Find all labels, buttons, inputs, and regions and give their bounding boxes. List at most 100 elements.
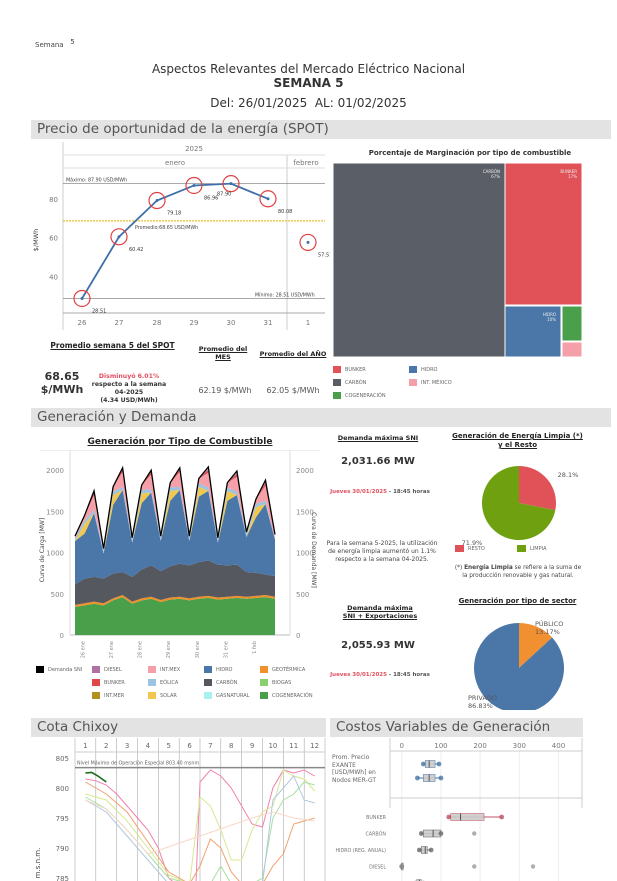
extreme-point (416, 847, 422, 853)
legend-swatch (204, 692, 212, 699)
level-series (85, 769, 315, 881)
slice-label: 28.1% (558, 471, 579, 479)
reference-label: Mínimo: 28.51 USD/MWh (255, 291, 315, 298)
clean-definition: (*) Energía Limpia se refiere a la suma … (452, 565, 584, 580)
legend-label: INT. MÉXICO (421, 379, 452, 386)
legend-label: HIDRO (216, 666, 233, 673)
section-spot: Precio de oportunidad de la energía (SPO… (31, 120, 611, 139)
week-avg-value: 68.65 $/MWh (38, 370, 86, 396)
y-tick: 2000 (46, 467, 64, 475)
legend-label: CARBÓN (345, 379, 367, 386)
x-tick: 1 (306, 319, 310, 327)
data-label: 87.90 (217, 192, 231, 198)
cell-value: 10% (547, 317, 556, 322)
legend-label: INT.MEX (160, 666, 181, 673)
demand-exp-value: 2,055.93 MW (341, 640, 415, 651)
report-title: Aspectos Relevantes del Mercado Eléctric… (151, 62, 466, 76)
level-series (85, 781, 315, 881)
legend-swatch (455, 545, 464, 552)
legend-swatch (409, 379, 417, 386)
y-tick: 790 (56, 845, 69, 853)
week-indicator: Semana 5 (35, 38, 75, 49)
value: 68.65 (44, 370, 80, 383)
legend-item: HIDRO (204, 666, 233, 673)
area-geotrmica (75, 595, 275, 607)
clean-title: Generación de Energía Limpia (*) y el Re… (452, 432, 583, 449)
y-tick-right: 0 (296, 632, 300, 640)
x-tick: 10 (268, 742, 277, 750)
legend-item: GASNATURAL (204, 692, 249, 699)
extreme-point (446, 814, 452, 820)
legend-swatch (409, 366, 417, 373)
time: - 18:45 horas (386, 489, 430, 495)
x-tick: 7 (208, 742, 212, 750)
section-gen: Generación y Demanda (31, 408, 611, 427)
y-axis-label-right: Curva de Demanda [MW] (310, 512, 317, 588)
legend-item: SOLAR (148, 692, 177, 699)
legend-swatch (260, 692, 268, 699)
costos-chart: 0 100 200 300 400 Prom. Precio EXANTE [USD/MW… (332, 738, 583, 881)
legend-label: GEOTÉRMICA (272, 666, 306, 673)
treemap-title: Porcentaje de Marginación por tipo de co… (369, 149, 572, 157)
section-cota: Cota Chixoy (31, 718, 326, 737)
x-tick: 200 (473, 742, 486, 750)
gen-legend: Demanda SNI DIESEL INT.MEX HIDRO GEOTÉRMICA B… (36, 666, 326, 706)
x-tick: 30 (227, 319, 236, 327)
legend-label: COGENERACIÓN (345, 392, 386, 399)
legend-swatch (148, 666, 156, 673)
y-axis-label: m.s.n.m. (34, 848, 42, 879)
legend-swatch (204, 666, 212, 673)
y-tick-right: 1500 (296, 508, 314, 516)
box (424, 760, 436, 768)
x-tick: 28 (153, 319, 162, 327)
max-level-label: Nivel Máximo de Operación Especial 803.4… (77, 760, 199, 767)
legend-swatch (92, 679, 100, 686)
data-point (306, 240, 310, 244)
demand-value: 2,031.66 MW (341, 456, 415, 467)
fuel-label: CARBÓN (365, 831, 386, 838)
treemap-cell (332, 162, 506, 358)
x-tick: 31 ene (223, 641, 229, 658)
legend-item: INT.MEX (148, 666, 180, 673)
legend-label: EÓLICA (160, 679, 179, 686)
slice-label: 13.17% (535, 628, 560, 636)
y-tick: 1500 (46, 508, 64, 516)
box (450, 813, 485, 821)
legend-label: COGENERACIÓN (272, 692, 313, 699)
outlier-point (472, 864, 477, 869)
y-tick: 795 (56, 815, 69, 823)
extreme-point (418, 831, 424, 836)
year-label: 2025 (185, 145, 203, 153)
area-cogeneracin (75, 597, 275, 635)
extreme-point (399, 864, 405, 869)
demand-line (74, 465, 276, 549)
legend-swatch (148, 692, 156, 699)
change-rest: respecto a la semana 04-2025 (91, 381, 167, 396)
week-avg-title: Promedio semana 5 del SPOT (50, 341, 175, 350)
legend-label: CARBÓN (216, 679, 238, 686)
legend-item: COGENERACIÓN (260, 692, 313, 699)
legend-label: RESTO (468, 545, 485, 552)
section-costos: Costos Variables de Generación (330, 718, 583, 737)
x-tick: 30 ene (195, 641, 201, 658)
month-label: enero (165, 159, 185, 167)
slice-label: 71.9% (462, 539, 483, 547)
slice-label: 86.83% (468, 702, 493, 710)
legend-swatch (333, 392, 341, 399)
y-axis-label: $/MWh (32, 229, 40, 251)
x-tick: 12 (310, 742, 319, 750)
change-red: Disminuyó 6.01% (98, 373, 160, 380)
y-tick: 60 (49, 235, 58, 243)
data-label: 60.42 (129, 247, 143, 253)
highlight-circle (299, 233, 317, 252)
x-tick: 5 (167, 742, 171, 750)
x-tick: 26 ene (81, 641, 87, 658)
data-point (155, 199, 159, 203)
legend-label: BUNKER (345, 366, 366, 373)
legend-item: INT.MER (92, 692, 124, 699)
legend-swatch (260, 666, 268, 673)
extreme-point (438, 775, 444, 781)
legend-label: BIOGAS (272, 679, 292, 686)
week-label: Semana (35, 41, 64, 49)
y-tick-right: 2000 (296, 467, 314, 475)
